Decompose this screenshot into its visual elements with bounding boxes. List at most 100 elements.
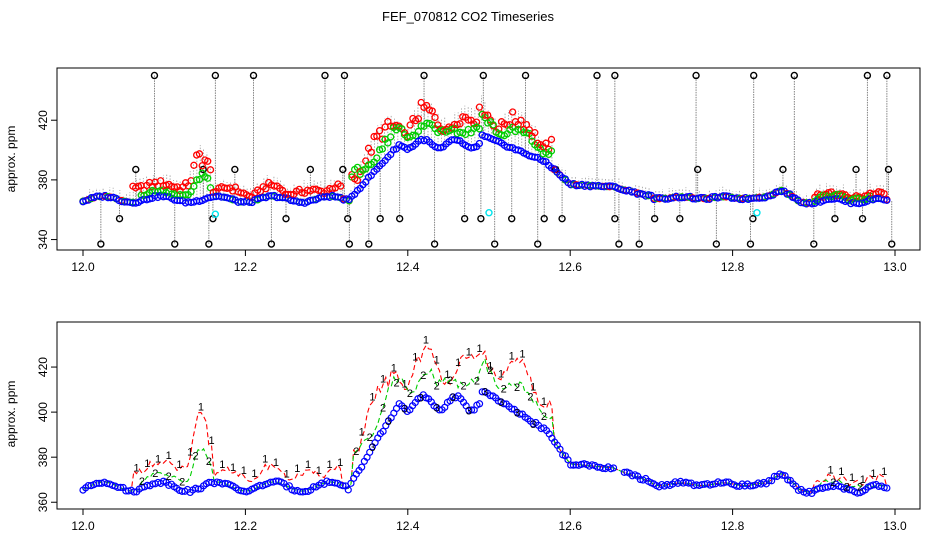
series-1-point <box>414 115 423 123</box>
series-3-point <box>556 445 564 453</box>
series-1-point <box>134 182 143 190</box>
series-2-label: 2 <box>501 384 507 396</box>
spike-point <box>420 71 428 80</box>
spike-point <box>267 240 276 248</box>
series-2-label: 2 <box>152 468 158 480</box>
spike-point <box>171 240 179 248</box>
series-2-label: 2 <box>857 481 863 493</box>
series-1-label: 1 <box>284 468 290 480</box>
series-1-label: 1 <box>509 350 515 362</box>
series-1-label: 1 <box>881 466 887 478</box>
spike-point <box>852 165 860 174</box>
series-2-label: 2 <box>447 375 453 387</box>
series-1-label: 1 <box>219 459 225 471</box>
spike-point <box>115 214 124 223</box>
spike-point <box>477 214 485 223</box>
series-1-label: 1 <box>444 369 450 381</box>
series-2-label: 2 <box>407 388 413 400</box>
series-1-point <box>370 132 378 141</box>
plot-frame-top <box>56 67 921 251</box>
series-1-label: 1 <box>455 357 461 369</box>
series-1-label: 1 <box>838 466 844 478</box>
series-1-point <box>456 120 464 128</box>
bottom-y-axis-label: approx. ppm <box>4 381 18 448</box>
series-2-point <box>414 127 423 136</box>
series-1-point <box>525 126 533 134</box>
series-2-line <box>82 357 888 493</box>
series-1-label: 1 <box>262 454 268 466</box>
series-3-point <box>299 488 307 496</box>
series-1-label: 1 <box>412 352 418 364</box>
series-1-label: 1 <box>359 426 365 438</box>
series-3-point <box>130 488 138 496</box>
series-1-label: 1 <box>251 468 257 480</box>
series-2-label: 2 <box>844 481 850 493</box>
series-2-label: 2 <box>380 403 386 415</box>
series-1-label: 1 <box>519 349 525 361</box>
panel-top: 12.0 12.2 12.4 12.6 12.8 13.0 340 380 420 approx… <box>4 67 921 274</box>
series-2-point <box>373 154 381 162</box>
series-3-point <box>500 400 508 408</box>
spike-point <box>430 240 439 248</box>
series-1-label: 1 <box>828 465 834 477</box>
series-2-label: 2 <box>192 450 198 462</box>
series-1-label: 1 <box>187 446 193 458</box>
y-tick-label: 340 <box>36 229 50 249</box>
series-3-point <box>880 484 888 492</box>
series-1-label: 1 <box>209 435 215 447</box>
series-1-label: 1 <box>241 465 247 477</box>
spike-point <box>650 214 659 223</box>
spike-point <box>490 240 499 248</box>
series-3-point <box>453 136 461 144</box>
series-1-label: 1 <box>498 369 504 381</box>
series-3-point <box>644 191 653 199</box>
series-1-label: 1 <box>176 459 182 471</box>
series-1-point <box>353 176 362 185</box>
series-3-point <box>145 195 154 203</box>
series-2-label: 2 <box>139 476 145 488</box>
spike-point <box>750 71 758 80</box>
spike-point <box>810 240 818 248</box>
series-2-label: 2 <box>367 432 373 444</box>
spike-point <box>508 214 516 223</box>
spike-point <box>339 165 347 174</box>
spike-point <box>205 240 213 248</box>
spike-point <box>460 214 469 223</box>
series-1-point <box>475 103 484 111</box>
series-3-point <box>467 406 476 414</box>
series-2-point <box>378 145 387 153</box>
series-2-point <box>384 139 392 147</box>
series-2-point <box>489 121 497 129</box>
series-2-point <box>195 175 204 184</box>
x-tick-label: 12.4 <box>396 519 420 533</box>
top-series-marks <box>79 71 896 248</box>
series-1-point <box>517 116 525 124</box>
series-1-label: 1 <box>860 474 866 486</box>
top-y-axis-label: approx. ppm <box>4 126 18 193</box>
series-1-label: 1 <box>316 465 322 477</box>
series-2-point <box>387 133 395 141</box>
series-1-point <box>431 113 439 122</box>
series-1-point <box>406 121 414 129</box>
spike-point <box>340 71 349 80</box>
series-2-label: 2 <box>179 476 185 488</box>
series-1-label: 1 <box>401 378 407 390</box>
x-tick-label: 12.8 <box>721 260 745 274</box>
series-1-point <box>495 125 503 133</box>
spike-point <box>884 165 893 174</box>
series-1-point <box>464 116 472 124</box>
series-1-point <box>481 111 489 119</box>
spike-point <box>635 240 643 248</box>
series-3-point <box>465 406 473 414</box>
series-1-point <box>375 127 384 135</box>
series-2-label: 2 <box>541 411 547 423</box>
x-tick-label: 13.0 <box>883 519 907 533</box>
series-2-point <box>204 174 212 182</box>
spike-point <box>132 165 140 174</box>
spike-point <box>97 240 105 248</box>
series-1-label: 1 <box>369 391 375 403</box>
series-2-point <box>364 161 373 169</box>
series-2-label: 2 <box>434 380 440 392</box>
